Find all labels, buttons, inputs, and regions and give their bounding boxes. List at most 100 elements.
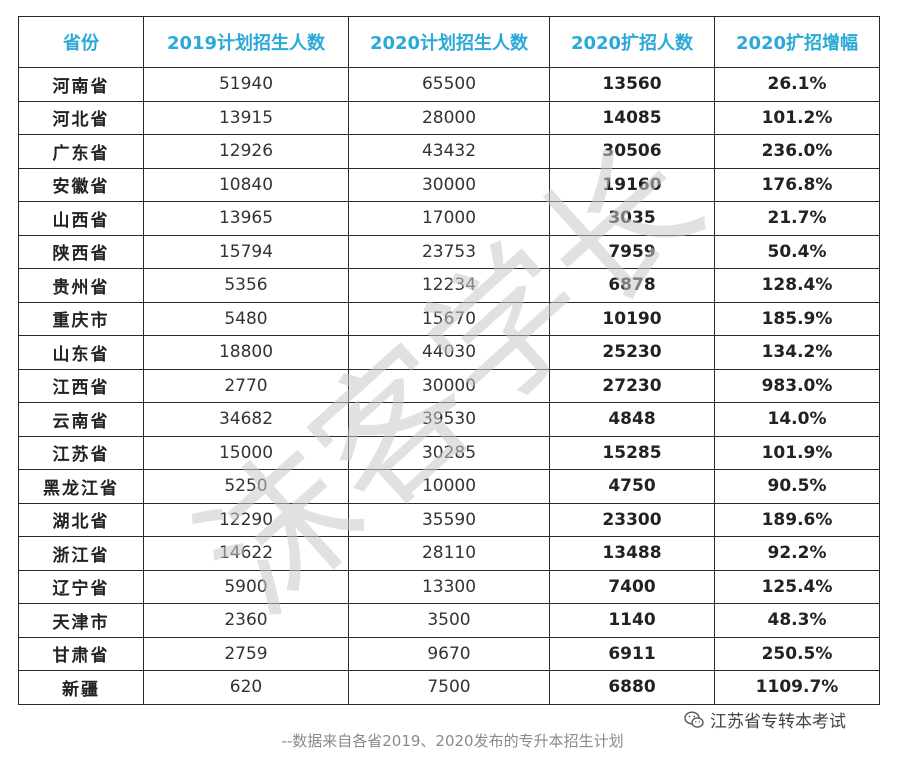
expand-2020-cell: 13488 (549, 536, 715, 571)
expand-2020-cell: 25230 (549, 335, 715, 370)
growth-cell: 185.9% (714, 301, 880, 336)
province-cell: 江苏省 (18, 435, 144, 470)
plan-2020-cell: 30000 (348, 368, 550, 403)
province-cell: 甘肃省 (18, 636, 144, 671)
expand-2020-cell: 3035 (549, 201, 715, 236)
table-row: 广东省 12926 43432 30506 236.0% (18, 134, 880, 169)
table-row: 江苏省 15000 30285 15285 101.9% (18, 435, 880, 470)
growth-cell: 21.7% (714, 201, 880, 236)
table-row: 山西省 13965 17000 3035 21.7% (18, 201, 880, 236)
province-cell: 河北省 (18, 100, 144, 135)
table-row: 贵州省 5356 12234 6878 128.4% (18, 268, 880, 303)
table-row: 安徽省 10840 30000 19160 176.8% (18, 167, 880, 202)
growth-cell: 50.4% (714, 234, 880, 269)
province-cell: 云南省 (18, 402, 144, 437)
province-cell: 贵州省 (18, 268, 144, 303)
table-row: 浙江省 14622 28110 13488 92.2% (18, 536, 880, 571)
plan-2020-cell: 44030 (348, 335, 550, 370)
expand-2020-cell: 19160 (549, 167, 715, 202)
header-province: 省份 (18, 16, 144, 68)
plan-2019-cell: 12926 (143, 134, 349, 169)
province-cell: 广东省 (18, 134, 144, 169)
table-row: 湖北省 12290 35590 23300 189.6% (18, 502, 880, 537)
table-body: 河南省 51940 65500 13560 26.1% 河北省 13915 28000 1408… (18, 67, 880, 705)
table-row: 河南省 51940 65500 13560 26.1% (18, 67, 880, 102)
plan-2020-cell: 39530 (348, 402, 550, 437)
growth-cell: 176.8% (714, 167, 880, 202)
plan-2019-cell: 2770 (143, 368, 349, 403)
expand-2020-cell: 4750 (549, 469, 715, 504)
province-cell: 新疆 (18, 670, 144, 705)
plan-2019-cell: 5356 (143, 268, 349, 303)
province-cell: 山东省 (18, 335, 144, 370)
expand-2020-cell: 4848 (549, 402, 715, 437)
expand-2020-cell: 15285 (549, 435, 715, 470)
table-row: 辽宁省 5900 13300 7400 125.4% (18, 569, 880, 604)
growth-cell: 101.2% (714, 100, 880, 135)
plan-2019-cell: 13915 (143, 100, 349, 135)
plan-2019-cell: 15794 (143, 234, 349, 269)
growth-cell: 26.1% (714, 67, 880, 102)
header-growth-2020: 2020扩招增幅 (714, 16, 880, 68)
expand-2020-cell: 6878 (549, 268, 715, 303)
province-cell: 黑龙江省 (18, 469, 144, 504)
plan-2019-cell: 10840 (143, 167, 349, 202)
expand-2020-cell: 1140 (549, 603, 715, 638)
growth-cell: 134.2% (714, 335, 880, 370)
plan-2020-cell: 28110 (348, 536, 550, 571)
plan-2019-cell: 5480 (143, 301, 349, 336)
province-cell: 浙江省 (18, 536, 144, 571)
plan-2019-cell: 51940 (143, 67, 349, 102)
table-row: 天津市 2360 3500 1140 48.3% (18, 603, 880, 638)
plan-2020-cell: 7500 (348, 670, 550, 705)
plan-2019-cell: 18800 (143, 335, 349, 370)
growth-cell: 14.0% (714, 402, 880, 437)
growth-cell: 90.5% (714, 469, 880, 504)
plan-2020-cell: 65500 (348, 67, 550, 102)
plan-2020-cell: 30285 (348, 435, 550, 470)
expand-2020-cell: 27230 (549, 368, 715, 403)
enrollment-table: 省份 2019计划招生人数 2020计划招生人数 2020扩招人数 2020扩招… (18, 16, 880, 705)
expand-2020-cell: 6911 (549, 636, 715, 671)
growth-cell: 983.0% (714, 368, 880, 403)
table-row: 云南省 34682 39530 4848 14.0% (18, 402, 880, 437)
plan-2019-cell: 14622 (143, 536, 349, 571)
header-plan-2020: 2020计划招生人数 (348, 16, 550, 68)
table-row: 江西省 2770 30000 27230 983.0% (18, 368, 880, 403)
growth-cell: 48.3% (714, 603, 880, 638)
plan-2020-cell: 12234 (348, 268, 550, 303)
growth-cell: 250.5% (714, 636, 880, 671)
plan-2020-cell: 28000 (348, 100, 550, 135)
table-row: 河北省 13915 28000 14085 101.2% (18, 100, 880, 135)
header-plan-2019: 2019计划招生人数 (143, 16, 349, 68)
province-cell: 安徽省 (18, 167, 144, 202)
header-expand-2020: 2020扩招人数 (549, 16, 715, 68)
plan-2020-cell: 15670 (348, 301, 550, 336)
plan-2020-cell: 35590 (348, 502, 550, 537)
data-source-footnote: --数据来自各省2019、2020发布的专升本招生计划 (281, 732, 624, 750)
plan-2020-cell: 23753 (348, 234, 550, 269)
table-row: 甘肃省 2759 9670 6911 250.5% (18, 636, 880, 671)
plan-2019-cell: 5250 (143, 469, 349, 504)
expand-2020-cell: 30506 (549, 134, 715, 169)
plan-2020-cell: 3500 (348, 603, 550, 638)
province-cell: 陕西省 (18, 234, 144, 269)
growth-cell: 92.2% (714, 536, 880, 571)
growth-cell: 1109.7% (714, 670, 880, 705)
growth-cell: 236.0% (714, 134, 880, 169)
province-cell: 山西省 (18, 201, 144, 236)
table-row: 山东省 18800 44030 25230 134.2% (18, 335, 880, 370)
province-cell: 河南省 (18, 67, 144, 102)
province-cell: 天津市 (18, 603, 144, 638)
expand-2020-cell: 14085 (549, 100, 715, 135)
plan-2019-cell: 13965 (143, 201, 349, 236)
province-cell: 辽宁省 (18, 569, 144, 604)
enrollment-table-container: 省份 2019计划招生人数 2020计划招生人数 2020扩招人数 2020扩招… (18, 16, 880, 705)
growth-cell: 128.4% (714, 268, 880, 303)
expand-2020-cell: 7959 (549, 234, 715, 269)
plan-2020-cell: 43432 (348, 134, 550, 169)
growth-cell: 189.6% (714, 502, 880, 537)
expand-2020-cell: 13560 (549, 67, 715, 102)
plan-2019-cell: 620 (143, 670, 349, 705)
plan-2019-cell: 15000 (143, 435, 349, 470)
